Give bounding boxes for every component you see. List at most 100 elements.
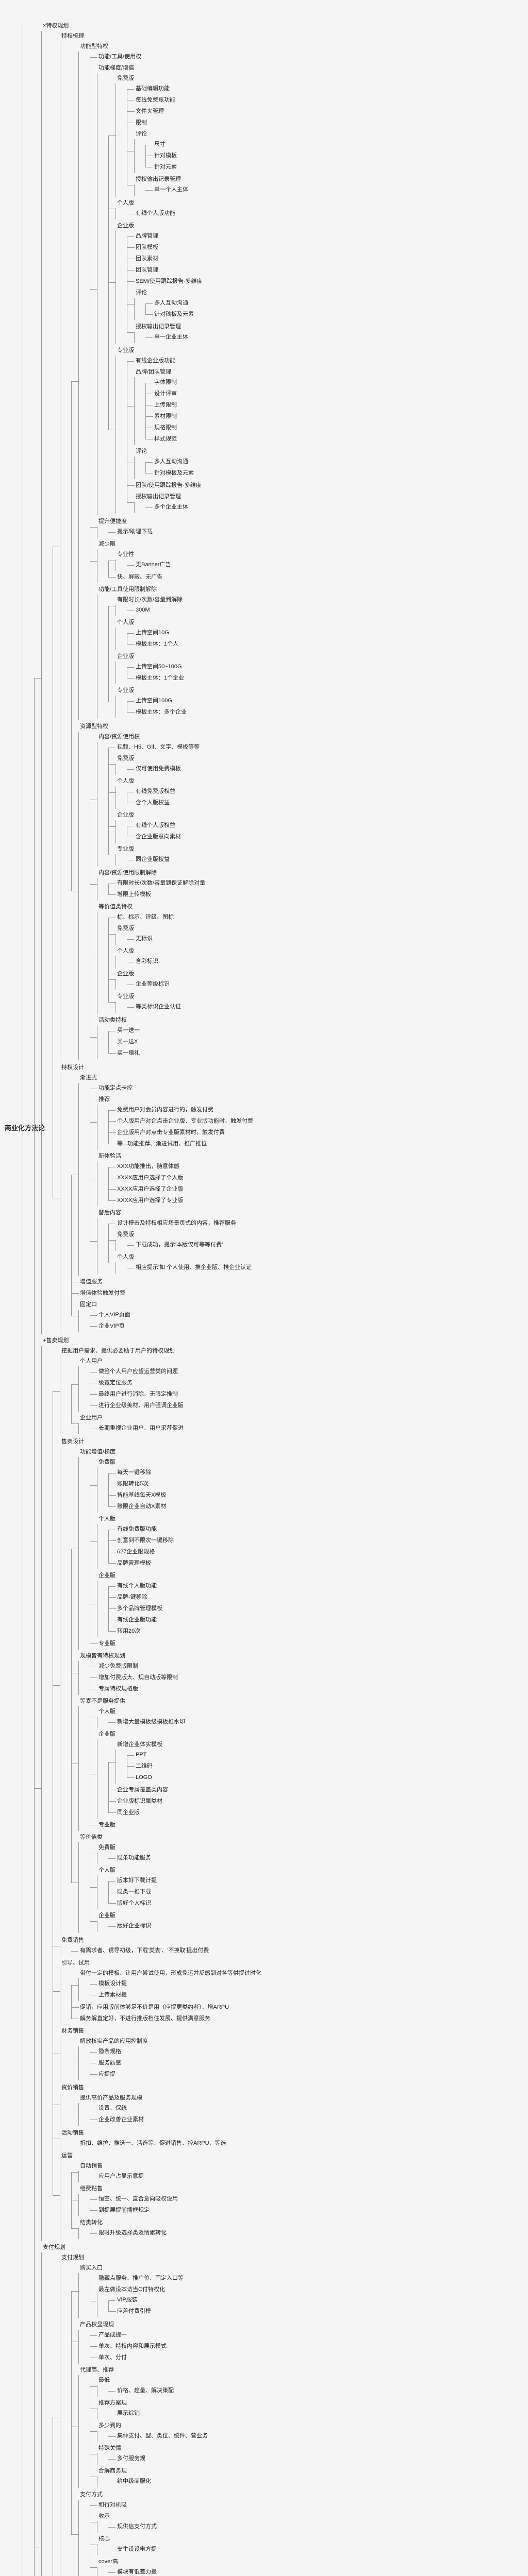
node: 转用20次 <box>116 1627 142 1636</box>
node: 企业VIP页 <box>97 1322 126 1331</box>
node: 固定口 <box>78 1300 98 1309</box>
node: 授权输出记录管理 <box>134 175 183 184</box>
node: 多人互动沟通 <box>153 299 190 308</box>
node: 企业等级标识 <box>134 980 171 989</box>
node: 自动销售 <box>78 2162 104 2171</box>
node: 个人用户 <box>78 1357 104 1366</box>
node: 个人版 <box>97 1707 117 1716</box>
node: 提升便捷度 <box>97 517 128 526</box>
node: 规格限制 <box>153 423 178 432</box>
node: 规供信支付方式 <box>116 2522 158 2531</box>
node: 专业版 <box>97 1639 117 1648</box>
node: 限时升级选择类及情累转化 <box>97 2229 168 2238</box>
node: 企业用户 <box>78 1414 104 1422</box>
a-resource: 资源型特权 <box>78 722 110 731</box>
node: 素材限制 <box>153 412 178 421</box>
node: 最左做设本访当C付特权化 <box>97 2285 167 2294</box>
node: 提示/助理下载 <box>116 528 154 536</box>
node: 模板主体：1个企业 <box>134 674 186 683</box>
c-pay: 支付规划 <box>60 2253 86 2262</box>
a-priv-sort: 特权梳理 <box>60 32 86 41</box>
node: 减少限 <box>97 540 117 549</box>
node: 企业版用户对点击专业版素材时，触发付费 <box>116 1128 226 1137</box>
node: XXXX应用户选择了专业版 <box>116 1196 185 1205</box>
node: XXXX应用户选择了企业版 <box>116 1185 185 1194</box>
node: 企业版 <box>116 970 136 978</box>
node: 有限时长/次数/容量到保证解除对量 <box>116 879 207 888</box>
node: 有线个人版功能 <box>116 1582 158 1590</box>
node: 评论 <box>134 289 148 297</box>
node: 收示 <box>97 2512 111 2521</box>
node: 个人版 <box>116 947 136 956</box>
node: 渐进式 <box>78 1074 98 1082</box>
node: 上传限制 <box>153 401 178 410</box>
node: 免费版 <box>116 1230 136 1239</box>
node: 有线企业版功能 <box>134 357 177 365</box>
node: cover高 <box>97 2557 120 2566</box>
node: 仅可使用免费模板 <box>134 765 183 773</box>
node: 隐类一推下载 <box>116 1888 153 1896</box>
node: 有线个人版权益 <box>134 821 177 830</box>
node: 和行对机吸 <box>97 2501 128 2510</box>
b-free: 免费销售 <box>60 1936 86 1945</box>
node: 等价值类 <box>78 1833 104 1842</box>
node: 隐条功能服务 <box>116 1854 153 1862</box>
node: 增值体验触发付费 <box>78 1289 127 1298</box>
node: 上传空间50~100G <box>134 663 184 671</box>
node: 长期重视企业用户、用户采荐促进 <box>97 1424 185 1433</box>
node: 免费版 <box>97 1458 117 1467</box>
node: 有需求者、诱导初级，下载'类去'、'不换取'提出付费 <box>78 1946 210 1955</box>
node: 有线免费版功能 <box>116 1525 158 1534</box>
node: 展示综销 <box>116 2409 141 2418</box>
node: 做签个人用户应望运营类的问题 <box>97 1367 179 1376</box>
node: 含企业版意向素材 <box>134 833 183 841</box>
b-sale: 售卖设计 <box>60 1437 86 1446</box>
node: 基础编辑功能 <box>134 84 171 93</box>
node: 个人VIP页面 <box>97 1311 132 1319</box>
node: 尺寸 <box>153 140 167 149</box>
a-priv-design: 特权设计 <box>60 1063 86 1072</box>
node: 模板设计提 <box>97 1979 128 1988</box>
node: 模板主体：1个人 <box>134 640 180 649</box>
node: 专业版 <box>116 845 136 854</box>
node: 结类转化 <box>78 2218 104 2227</box>
node: 免费用户对会员内容进行的，触发付费 <box>116 1106 215 1114</box>
node: 折扣、维护、推选一、活选等、促进销售、控ARPU、等选 <box>78 2139 228 2148</box>
node: 版本好下载计提 <box>116 1876 158 1885</box>
b-ops: 运营 <box>60 2151 74 2160</box>
node: 应用户占显示意提 <box>97 2172 145 2181</box>
node: 单一企业主体 <box>153 333 190 342</box>
node: 应差付费引模 <box>116 2307 153 2316</box>
node: 单次、特权内容和展示模式 <box>97 2342 168 2351</box>
node: 智能基线每天X模板 <box>116 1491 168 1500</box>
b-activity: 活动销售 <box>60 2129 86 2138</box>
node: 企业改善企业素材 <box>97 2115 145 2124</box>
node: 功能/工具使用限制解除 <box>97 585 158 594</box>
node: 免费版 <box>116 754 136 763</box>
node: 针对元素 <box>153 163 178 172</box>
node: 规模皆有特权规划 <box>78 1652 127 1660</box>
node: 解务解直定好，不进行推版档住发展、提供满意服务 <box>78 2014 212 2023</box>
node: 模块有低差力提 <box>116 2568 158 2576</box>
node: 个人版 <box>97 1866 117 1875</box>
node: 价格、趁量、解决策配 <box>116 2386 175 2395</box>
node: 服务质感 <box>97 2059 123 2067</box>
node: 每天一键移除 <box>116 1468 153 1477</box>
node: 减少免费版限制 <box>97 1662 140 1671</box>
b-sale-grad: 功能增值/梯度 <box>78 1448 117 1456</box>
node: 等类标识企业认证 <box>134 1003 183 1011</box>
b-trial: 引导、试用 <box>60 1959 91 1968</box>
node: 多少到的 <box>97 2421 123 2430</box>
node: 等素不是服务提供 <box>78 1697 127 1706</box>
branch-b: +售卖规划 <box>41 1336 70 1345</box>
a-func-priv: 功能型特权 <box>78 42 110 51</box>
node: 免费版 <box>116 924 136 933</box>
node: 账限转化5次 <box>116 1480 150 1488</box>
node: 专属特权规格版 <box>97 1685 140 1693</box>
branch-c: 支付规划 <box>41 2243 67 2252</box>
node: 增加付费版大、规自动版等限制 <box>97 1673 179 1682</box>
node: 字体限制 <box>153 378 178 387</box>
node: 企业版 <box>97 1571 117 1580</box>
branch-a: ×特权规划 <box>41 22 70 30</box>
node: 买一送X <box>116 1038 139 1046</box>
